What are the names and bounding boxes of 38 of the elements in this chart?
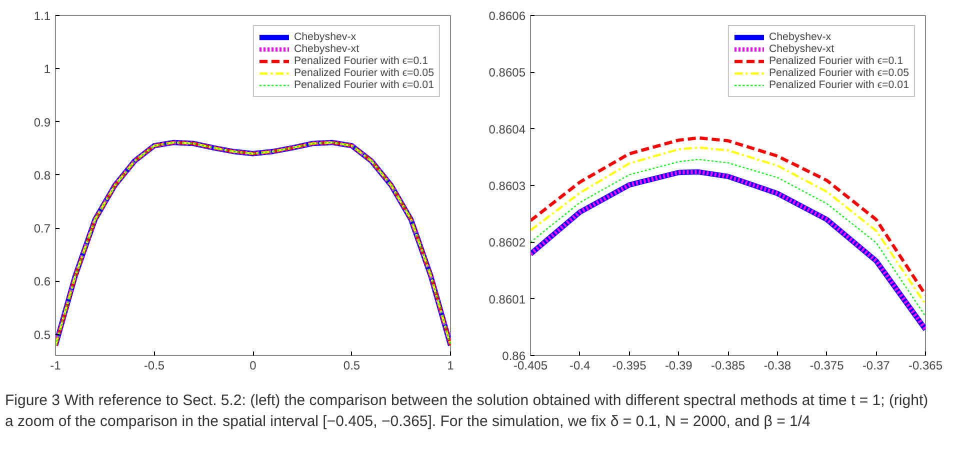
y-tick-label: 0.8601	[488, 292, 526, 306]
y-tick-label: 0.8603	[488, 179, 526, 193]
legend-label: Chebyshev-xt	[768, 43, 834, 55]
x-tick-label: -0.365	[908, 358, 943, 372]
y-tick-label: 0.8602	[488, 236, 526, 250]
caption: Figure 3 With reference to Sect. 5.2: (left) the comparison between the solution obtained with different spectral methods at time t = 1; (right) a zoom of the comparison in the spatial interval [−0.405, −0.365]. For the simulation, we fix δ = 0.1, N = 2000, and β = 1/4	[5, 391, 930, 432]
y-tick-label: 0.8604	[488, 122, 526, 136]
legend-label: Penalized Fourier with ϵ=0.01	[294, 79, 434, 91]
x-tick-label: 0.5	[343, 358, 360, 372]
x-tick-label: -1	[50, 358, 62, 372]
x-tick-label: 1	[447, 358, 454, 372]
x-tick-label: -0.405	[513, 358, 548, 372]
legend-label: Penalized Fourier with ϵ=0.1	[768, 55, 904, 67]
x-tick-label: -0.4	[570, 358, 591, 372]
y-tick-label: 0.5	[34, 328, 51, 342]
legend-label: Penalized Fourier with ϵ=0.1	[294, 55, 428, 67]
x-tick-label: -0.39	[664, 358, 693, 372]
x-tick-label: -0.38	[764, 358, 792, 372]
y-tick-label: 0.7	[34, 222, 51, 236]
legend-label: Chebyshev-x	[768, 31, 832, 43]
x-tick-label: -0.385	[710, 358, 746, 372]
y-tick-label: 0.6	[34, 274, 51, 289]
legend-label: Chebyshev-x	[294, 31, 356, 43]
y-tick-label: 1.1	[34, 9, 51, 23]
y-tick-label: 0.8	[34, 168, 51, 182]
legend-label: Penalized Fourier with ϵ=0.05	[768, 67, 909, 79]
y-tick-label: 0.8605	[488, 66, 526, 80]
legend-label: Penalized Fourier with ϵ=0.01	[768, 79, 909, 91]
y-tick-label: 0.9	[34, 115, 51, 130]
x-tick-label: -0.395	[612, 358, 647, 372]
legend-label: Chebyshev-xt	[294, 43, 360, 55]
x-tick-label: -0.5	[144, 358, 165, 372]
y-tick-label: 1	[44, 62, 51, 76]
y-tick-label: 0.8606	[488, 9, 526, 23]
x-tick-label: -0.37	[862, 358, 890, 372]
legend-label: Penalized Fourier with ϵ=0.05	[294, 67, 434, 79]
x-tick-label: -0.375	[810, 358, 844, 372]
x-tick-label: 0	[250, 358, 257, 372]
